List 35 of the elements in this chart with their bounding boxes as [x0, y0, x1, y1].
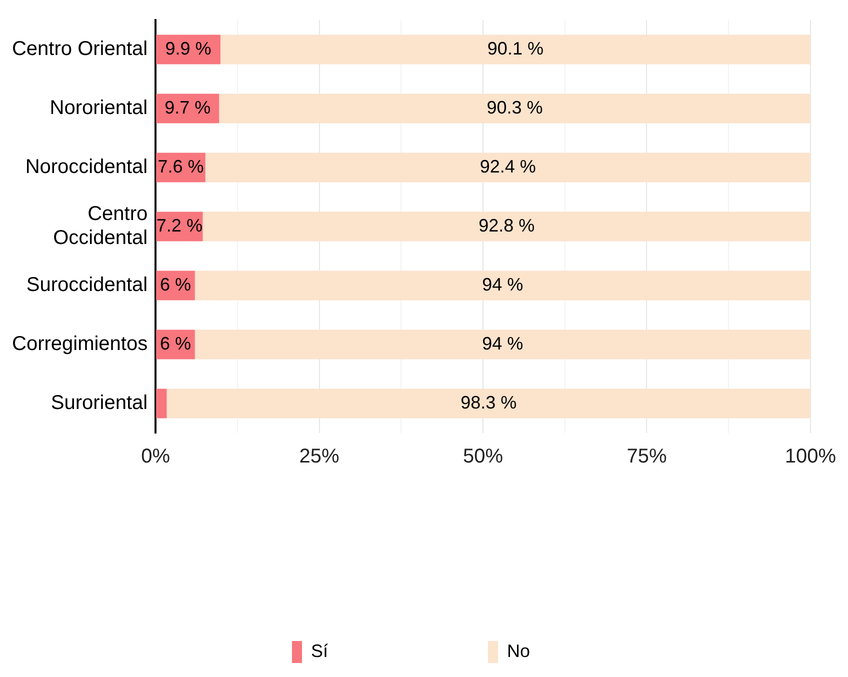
- data-label: 92.8 %: [478, 215, 535, 236]
- y-tick-label: Suroriental: [50, 392, 148, 414]
- legend-label: No: [507, 640, 530, 661]
- y-tick-label: Suroccidental: [26, 274, 148, 296]
- y-tick-label: Centro Oriental: [12, 38, 148, 60]
- y-tick-label: Centro Occidental: [53, 203, 148, 250]
- data-label: 98.3 %: [460, 392, 517, 412]
- data-label: 92.4 %: [480, 156, 536, 176]
- bar: [194, 270, 810, 300]
- x-tick-label: 100%: [784, 446, 836, 468]
- data-label: 9.9 %: [165, 38, 212, 58]
- data-label: 90.3 %: [486, 97, 543, 118]
- bar: [202, 212, 810, 242]
- y-tick-label: Nororiental: [50, 97, 148, 120]
- x-tick-label: 25%: [299, 446, 340, 468]
- data-label: 6 %: [160, 333, 192, 354]
- x-tick-label: 75%: [626, 446, 667, 468]
- data-label: 90.1 %: [487, 38, 544, 58]
- x-tick-label: 0%: [141, 446, 170, 468]
- data-label: 94 %: [482, 333, 524, 354]
- x-tick-label: 50%: [463, 446, 504, 468]
- data-label: 7.6 %: [158, 156, 204, 176]
- bar: [205, 152, 810, 182]
- data-label: 9.7 %: [164, 97, 211, 118]
- data-label: 6 %: [160, 274, 192, 294]
- bar: [194, 330, 810, 360]
- bar: [220, 34, 810, 64]
- y-tick-label: Corregimientos: [12, 333, 148, 356]
- bar: [156, 388, 167, 418]
- data-label: 7.2 %: [156, 215, 202, 236]
- data-label: 94 %: [482, 274, 524, 294]
- bar: [219, 94, 810, 124]
- y-tick-label: Noroccidental: [25, 156, 148, 178]
- bar: [166, 388, 810, 418]
- legend-label: Sí: [310, 640, 328, 661]
